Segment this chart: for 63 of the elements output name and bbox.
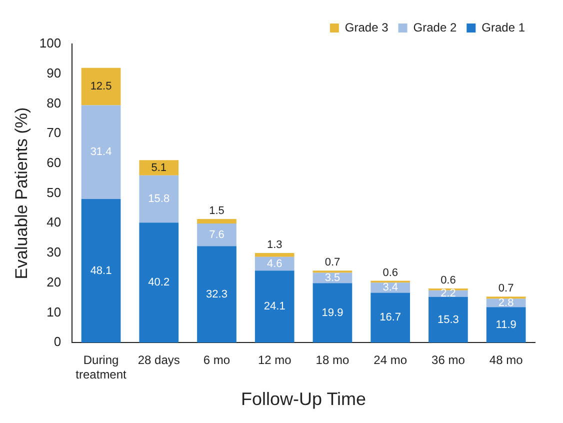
y-tick-label: 40 bbox=[46, 214, 62, 230]
bar bbox=[197, 246, 236, 343]
bar bbox=[197, 223, 236, 246]
data-label: 40.2 bbox=[148, 276, 170, 289]
y-tick-label: 20 bbox=[46, 274, 62, 290]
bar bbox=[254, 270, 294, 343]
data-label: 3.4 bbox=[382, 282, 398, 294]
y-axis-title: Evaluable Patients (%) bbox=[12, 107, 31, 280]
data-label: 0.6 bbox=[440, 274, 456, 287]
data-label: 24.1 bbox=[264, 300, 286, 313]
x-axis-title: Follow-Up Time bbox=[241, 389, 366, 410]
y-tick-label: 10 bbox=[46, 304, 62, 320]
y-tick-label: 100 bbox=[39, 36, 62, 51]
bar bbox=[139, 222, 179, 343]
data-label: 0.6 bbox=[382, 266, 398, 279]
data-label: 1.5 bbox=[209, 205, 224, 218]
y-tick-label: 0 bbox=[54, 334, 62, 350]
legend-label: Grade 1 bbox=[482, 20, 526, 34]
x-tick-label: 36 mo bbox=[432, 353, 466, 368]
bar bbox=[81, 198, 121, 343]
data-label: 32.3 bbox=[206, 288, 228, 300]
bar bbox=[197, 218, 236, 224]
y-tick-label: 80 bbox=[46, 95, 62, 110]
bar bbox=[139, 175, 179, 223]
bar bbox=[428, 296, 468, 343]
data-label: 12.5 bbox=[90, 80, 112, 93]
x-tick-label: 6 mo bbox=[203, 353, 230, 368]
x-tick-label: 28 days bbox=[138, 353, 180, 368]
bar bbox=[81, 68, 121, 106]
bar bbox=[139, 160, 179, 176]
y-tick-label: 90 bbox=[46, 65, 62, 80]
data-label: 15.3 bbox=[437, 314, 459, 326]
x-tick-label: 12 mo bbox=[258, 353, 292, 368]
y-tick-label: 50 bbox=[46, 184, 62, 200]
x-tick-label: 48 mo bbox=[489, 353, 524, 368]
data-label: 19.9 bbox=[322, 306, 344, 319]
bar bbox=[370, 292, 410, 343]
data-label: 16.7 bbox=[380, 312, 402, 324]
y-tick-label: 60 bbox=[46, 155, 62, 170]
data-label: 15.8 bbox=[148, 193, 170, 206]
x-tick-label: During treatment bbox=[76, 353, 128, 382]
legend-label: Grade 2 bbox=[413, 20, 457, 34]
bar bbox=[312, 283, 352, 343]
data-label: 48.1 bbox=[90, 264, 112, 277]
data-label: 0.7 bbox=[498, 282, 514, 295]
data-label: 3.5 bbox=[324, 272, 340, 284]
bar bbox=[81, 105, 121, 199]
data-label: 2.2 bbox=[440, 288, 456, 300]
legend-label: Grade 3 bbox=[344, 20, 389, 34]
data-label: 4.6 bbox=[266, 258, 282, 270]
data-label: 11.9 bbox=[496, 318, 516, 331]
data-label: 0.7 bbox=[324, 256, 340, 269]
x-tick-label: 18 mo bbox=[316, 353, 350, 368]
data-label: 2.8 bbox=[498, 296, 514, 309]
bar bbox=[254, 253, 294, 257]
bar bbox=[486, 307, 526, 343]
y-tick-label: 30 bbox=[46, 244, 62, 260]
y-tick-label: 70 bbox=[46, 125, 62, 140]
data-label: 7.6 bbox=[209, 228, 224, 241]
data-label: 31.4 bbox=[90, 146, 112, 158]
x-tick-label: 24 mo bbox=[374, 353, 408, 368]
data-label: 5.1 bbox=[151, 162, 167, 174]
data-label: 1.3 bbox=[266, 239, 282, 252]
